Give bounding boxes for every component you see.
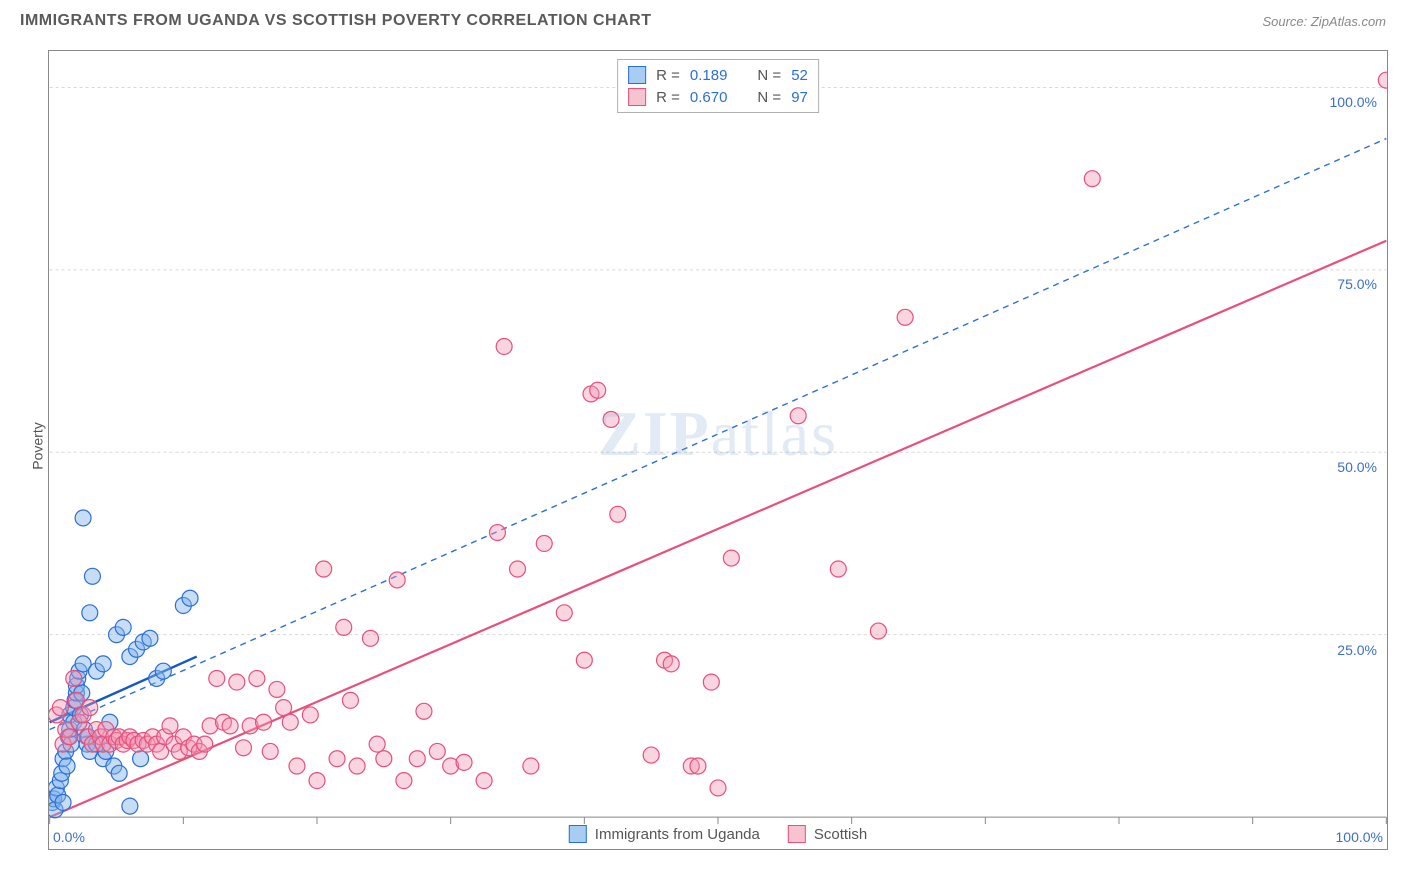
r-value: 0.670 [690, 89, 728, 106]
legend-row-series2: R = 0.670 N = 97 [628, 86, 808, 108]
r-value: 0.189 [690, 67, 728, 84]
n-value: 97 [791, 89, 808, 106]
y-tick-label: 50.0% [1337, 459, 1377, 475]
legend-item-series1: Immigrants from Uganda [569, 825, 760, 843]
legend-row-series1: R = 0.189 N = 52 [628, 64, 808, 86]
legend-item-series2: Scottish [788, 825, 867, 843]
x-tick-label: 100.0% [1336, 829, 1383, 845]
n-value: 52 [791, 67, 808, 84]
swatch-pink-icon [628, 88, 646, 106]
swatch-pink-icon [788, 825, 806, 843]
y-tick-label: 25.0% [1337, 642, 1377, 658]
y-tick-label: 100.0% [1330, 94, 1377, 110]
source-attribution: Source: ZipAtlas.com [1262, 14, 1386, 29]
swatch-blue-icon [628, 66, 646, 84]
legend-label: Scottish [814, 826, 867, 843]
n-label: N = [757, 89, 781, 106]
series-legend: Immigrants from Uganda Scottish [569, 825, 867, 843]
swatch-blue-icon [569, 825, 587, 843]
chart-container: ZIPatlas R = 0.189 N = 52 R = 0.670 N = … [48, 50, 1388, 850]
n-label: N = [757, 67, 781, 84]
scatter-plot [49, 51, 1387, 849]
y-axis-label: Poverty [30, 422, 46, 469]
r-label: R = [656, 89, 680, 106]
legend-label: Immigrants from Uganda [595, 826, 760, 843]
x-tick-label: 0.0% [53, 829, 85, 845]
y-tick-label: 75.0% [1337, 276, 1377, 292]
correlation-legend: R = 0.189 N = 52 R = 0.670 N = 97 [617, 59, 819, 113]
r-label: R = [656, 67, 680, 84]
chart-title: IMMIGRANTS FROM UGANDA VS SCOTTISH POVER… [20, 12, 651, 30]
